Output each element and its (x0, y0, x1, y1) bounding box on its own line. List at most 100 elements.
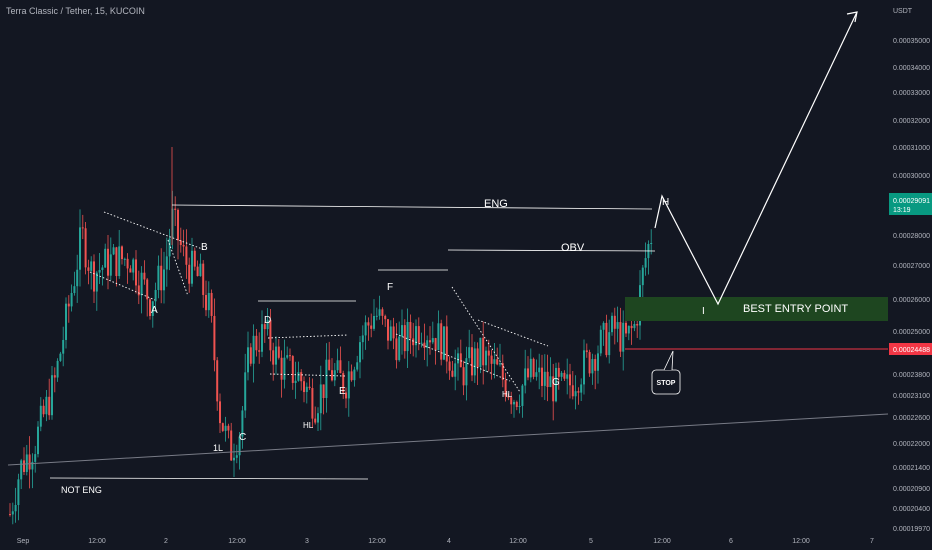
candle-body (146, 279, 149, 300)
candle-body (345, 392, 347, 399)
candle-body (328, 359, 331, 371)
x-tick-label: 12:00 (509, 538, 527, 545)
candle-body (224, 425, 227, 431)
x-tick-label: 5 (589, 538, 593, 545)
y-tick-label: 0.00031000 (893, 145, 930, 152)
candle-body (482, 337, 485, 366)
annotation-label: F (387, 282, 393, 293)
candle-body (182, 245, 185, 247)
candle-body (213, 315, 216, 361)
candle-body (608, 332, 611, 356)
candle-body (227, 425, 230, 431)
dotted-line (451, 286, 521, 393)
candle-body (118, 246, 121, 277)
stop-callout-pointer (663, 350, 674, 371)
overlays: A B C 1L D HL E F HL G H I ENG OBV NOT ENG BEST ENTRY P… (7, 11, 889, 495)
candle-body (263, 324, 266, 330)
candle-body (583, 350, 585, 385)
candle-body (291, 356, 294, 383)
candle-body (521, 385, 524, 406)
candle-body (123, 258, 126, 260)
stop-price-tag (889, 343, 932, 355)
candle-body (247, 347, 249, 373)
candle-body (73, 286, 76, 294)
candle-body (238, 436, 241, 456)
annotation-label: NOT ENG (61, 485, 102, 495)
candle-body (398, 336, 401, 361)
annotation-label: B (201, 242, 208, 253)
candle-body (342, 373, 345, 393)
projection-arrowhead (846, 11, 858, 23)
y-tick-label: 0.00026000 (893, 297, 930, 304)
candle-body (277, 346, 280, 358)
candle-body (283, 357, 286, 380)
chart-title: Terra Classic / Tether, 15, KUCOIN (6, 6, 145, 16)
candle-body (56, 360, 59, 378)
candle-body (476, 348, 479, 368)
candle-body (39, 405, 42, 427)
candle-body (140, 272, 143, 296)
candle-body (207, 292, 210, 311)
candle-body (552, 376, 555, 402)
candle-body (70, 293, 73, 307)
candle-body (336, 360, 339, 371)
candle-body (448, 361, 451, 371)
candle-body (275, 346, 277, 365)
candle-body (532, 358, 535, 377)
candle-body (538, 367, 541, 373)
candle-body (440, 323, 443, 360)
candle-body (62, 339, 65, 354)
dotted-line (167, 239, 189, 297)
candle-body (557, 367, 560, 377)
candle-body (98, 269, 101, 273)
candle-body (266, 319, 269, 330)
y-axis-unit: USDT (893, 8, 913, 15)
annotation-label: C (239, 432, 246, 443)
candle-body (370, 325, 373, 329)
candle-body (294, 380, 297, 383)
candle-body (255, 335, 258, 351)
candle-body (588, 352, 591, 374)
candle-body (434, 338, 437, 351)
candle-body (196, 266, 199, 277)
candle-body (272, 350, 275, 365)
x-tick-label: 2 (164, 538, 168, 545)
candle-body (389, 326, 392, 341)
dotted-line (89, 271, 156, 301)
candle-body (641, 267, 644, 286)
x-axis: Sep 12:00 2 12:00 3 12:00 4 12:00 5 12:00 6 12:00 7 (17, 538, 874, 545)
candle-body (356, 362, 359, 370)
candle-body (569, 374, 571, 386)
candle-body (191, 250, 193, 284)
candle-body (353, 369, 356, 381)
candle-body (633, 323, 636, 329)
candle-body (115, 247, 118, 277)
annotation-label: OBV (561, 242, 585, 254)
y-tick-label: 0.00030000 (893, 173, 930, 180)
candle-body (373, 316, 375, 329)
candle-body (529, 358, 532, 378)
candle-body (616, 322, 619, 329)
candle-body (126, 258, 129, 269)
annotation-label: HL (502, 390, 513, 399)
candle-body (420, 342, 423, 344)
candle-body (367, 322, 370, 326)
candle-body (17, 479, 20, 506)
candle-body (95, 272, 98, 292)
x-tick-label: 12:00 (653, 538, 671, 545)
candle-body (605, 322, 608, 356)
candle-body (437, 323, 440, 351)
candle-body (9, 514, 11, 516)
stop-price-label: 0.00024488 (893, 347, 930, 354)
candle-body (104, 248, 107, 268)
candle-body (535, 372, 538, 377)
annotation-label: A (151, 305, 158, 316)
candle-body (112, 247, 115, 255)
candle-body (580, 384, 583, 393)
candle-body (84, 228, 87, 268)
y-axis: USDT 0.00035000 0.00034000 0.00033000 0.0003… (889, 8, 932, 533)
candle-body (487, 350, 490, 356)
candle-body (406, 321, 409, 352)
candle-body (403, 325, 406, 352)
